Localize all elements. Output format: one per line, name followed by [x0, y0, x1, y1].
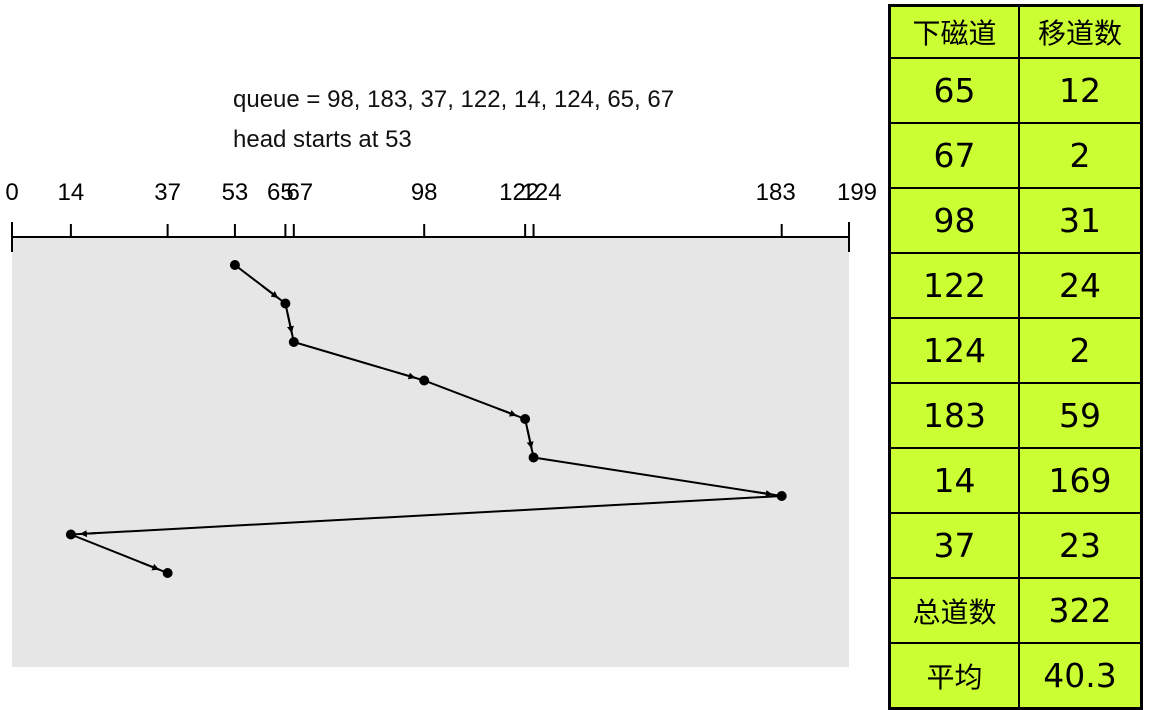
tracks-moved-cell: 2 — [1018, 317, 1143, 384]
request-point — [419, 375, 430, 386]
seek-arrow — [79, 530, 100, 538]
table-row: 122 24 — [888, 252, 1143, 319]
average-label: 平均 — [888, 642, 1020, 710]
seek-arrow — [752, 490, 773, 498]
axis-ticks — [11, 222, 850, 252]
seek-segment — [70, 495, 782, 536]
next-track-cell: 124 — [888, 317, 1020, 384]
next-track-cell: 14 — [888, 447, 1020, 514]
axis-tick-label: 98 — [411, 179, 438, 206]
average-value: 40.3 — [1018, 642, 1143, 710]
request-point — [528, 452, 539, 463]
axis-tick-label: 65 — [267, 179, 294, 206]
request-point — [520, 414, 531, 424]
tracks-moved-cell: 169 — [1018, 447, 1143, 514]
table-row: 98 31 — [888, 187, 1143, 254]
seek-arrow — [396, 371, 416, 380]
next-track-cell: 67 — [888, 122, 1020, 189]
total-value: 322 — [1018, 577, 1143, 644]
request-point — [288, 337, 299, 347]
tracks-moved-cell: 31 — [1018, 187, 1143, 254]
table-row: 67 2 — [888, 122, 1143, 189]
tracks-moved-cell: 2 — [1018, 122, 1143, 189]
request-point — [776, 491, 787, 501]
tracks-moved-cell: 24 — [1018, 252, 1143, 319]
table-row: 37 23 — [888, 512, 1143, 579]
axis-tick-label: 122 — [499, 179, 539, 206]
table-row: 65 12 — [888, 57, 1143, 124]
seek-arrow — [261, 285, 279, 299]
head-path — [65, 260, 787, 578]
total-label: 总道数 — [888, 577, 1020, 644]
axis-tick-label: 37 — [154, 179, 181, 206]
seek-arrow — [497, 407, 518, 417]
axis-tick-label: 53 — [222, 179, 249, 206]
axis-tick-label: 199 — [837, 179, 877, 206]
next-track-cell: 122 — [888, 252, 1020, 319]
axis-tick-label: 0 — [5, 179, 18, 206]
seek-segment — [533, 456, 782, 497]
tracks-moved-cell: 23 — [1018, 512, 1143, 579]
request-point — [280, 298, 291, 309]
tracks-moved-cell: 12 — [1018, 57, 1143, 124]
next-track-cell: 65 — [888, 57, 1020, 124]
diagram-background — [12, 237, 849, 667]
header-tracks-moved: 移道数 — [1018, 4, 1143, 59]
table-row: 124 2 — [888, 317, 1143, 384]
next-track-cell: 37 — [888, 512, 1020, 579]
tracks-moved-cell: 59 — [1018, 382, 1143, 449]
next-track-cell: 183 — [888, 382, 1020, 449]
table-row: 183 59 — [888, 382, 1143, 449]
average-row: 平均 40.3 — [888, 642, 1143, 710]
request-point — [65, 529, 76, 540]
axis-tick-label: 14 — [58, 179, 85, 206]
next-track-cell: 98 — [888, 187, 1020, 254]
seek-arrow — [140, 561, 160, 571]
header-next-track: 下磁道 — [888, 4, 1020, 59]
request-point — [162, 568, 173, 578]
seek-arrow — [526, 428, 534, 449]
total-row: 总道数 322 — [888, 577, 1143, 644]
table-header-row: 下磁道 移道数 — [888, 4, 1143, 59]
axis-tick-label: 183 — [756, 179, 796, 206]
table-row: 14 169 — [888, 447, 1143, 514]
queue-caption: queue = 98, 183, 37, 122, 14, 124, 65, 6… — [233, 86, 675, 113]
axis-tick-label: 124 — [522, 179, 562, 206]
head-start-point — [229, 260, 240, 270]
head-start-caption: head starts at 53 — [233, 126, 412, 153]
seek-table: 下磁道 移道数 65 12 67 2 98 31 122 24 124 2 183 59 1… — [888, 4, 1143, 710]
axis-tick-label: 67 — [286, 179, 313, 206]
seek-arrow — [286, 313, 294, 334]
